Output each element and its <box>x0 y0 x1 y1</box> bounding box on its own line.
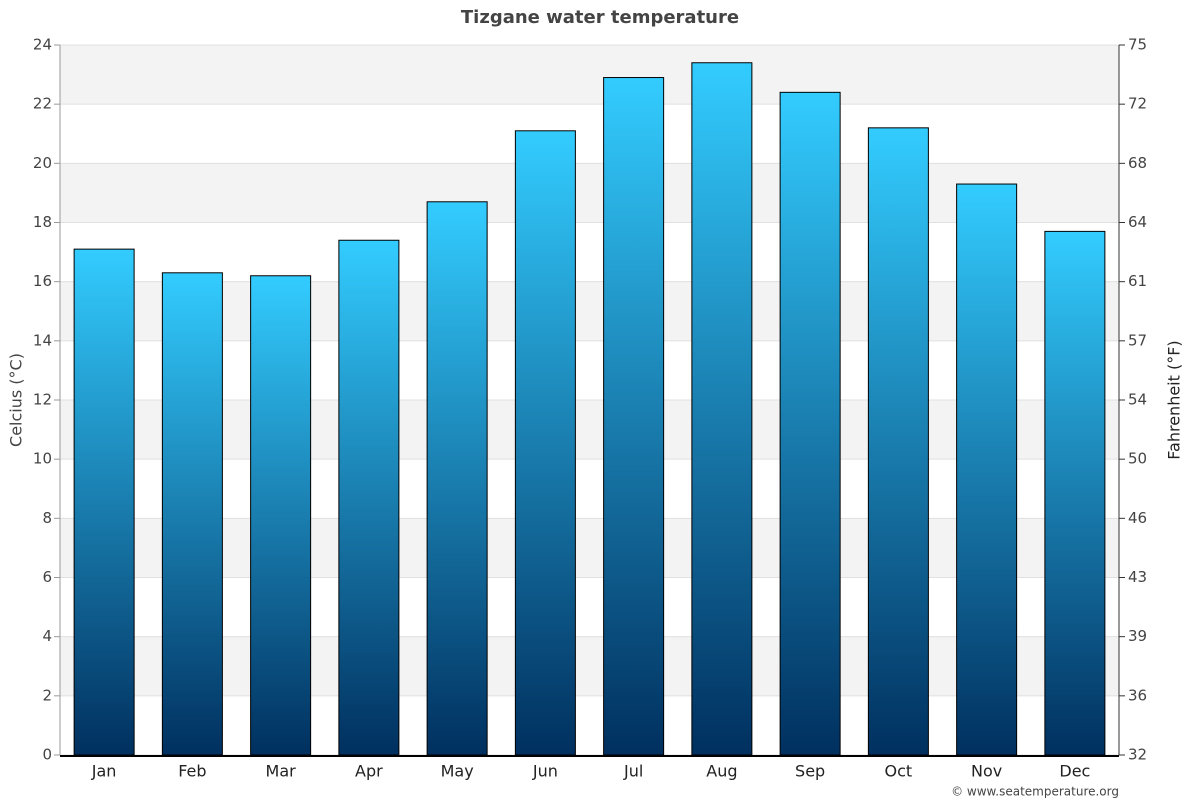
grid-band <box>60 281 1119 341</box>
y2-tick-label: 64 <box>1128 213 1147 231</box>
y-tick-label: 2 <box>42 686 52 704</box>
bar <box>426 201 488 756</box>
x-tick-label: Dec <box>1059 762 1090 781</box>
y-tick-label: 18 <box>33 213 52 231</box>
y-tick-label: 0 <box>42 746 52 764</box>
bar <box>867 127 929 756</box>
bar <box>338 239 400 756</box>
x-tick-label: Feb <box>178 762 206 781</box>
y2-tick-label: 68 <box>1128 154 1147 172</box>
bar <box>779 91 841 756</box>
y-tick-label: 22 <box>33 95 52 113</box>
bar <box>1044 230 1106 756</box>
x-tick-label: Mar <box>266 762 297 781</box>
y-tick-label: 12 <box>33 391 52 409</box>
grid-band <box>60 636 1119 696</box>
bar <box>691 62 753 756</box>
y2-tick-label: 75 <box>1128 36 1147 54</box>
x-tick-label: May <box>441 762 474 781</box>
y-tick-label: 4 <box>42 627 52 645</box>
x-tick-label: Nov <box>971 762 1002 781</box>
bar <box>514 130 576 756</box>
y2-tick-label: 39 <box>1128 627 1147 645</box>
y2-tick-label: 61 <box>1128 272 1147 290</box>
bar <box>250 275 312 756</box>
y-tick-label: 6 <box>42 568 52 586</box>
x-tick-label: Jun <box>532 762 558 781</box>
y2-tick-label: 54 <box>1128 391 1147 409</box>
chart-title: Tizgane water temperature <box>461 7 739 28</box>
y-tick-label: 20 <box>33 154 52 172</box>
y2-axis-label: Fahrenheit (°F) <box>1165 340 1184 459</box>
credit: © www.seatemperature.org <box>951 785 1119 799</box>
x-tick-label: Apr <box>355 762 383 781</box>
x-tick-label: Aug <box>706 762 737 781</box>
bar <box>161 272 223 756</box>
y-axis-label: Celcius (°C) <box>7 353 26 447</box>
y2-tick-label: 50 <box>1128 450 1147 468</box>
y-tick-label: 10 <box>33 450 52 468</box>
bar <box>956 183 1018 756</box>
y-tick-label: 24 <box>33 36 52 54</box>
bar <box>603 77 665 756</box>
y2-tick-label: 36 <box>1128 686 1147 704</box>
y-tick-label: 8 <box>42 509 52 527</box>
y2-tick-label: 32 <box>1128 746 1147 764</box>
bar <box>73 248 135 756</box>
x-tick-label: Oct <box>885 762 913 781</box>
x-tick-label: Jul <box>623 762 643 781</box>
x-tick-label: Sep <box>795 762 825 781</box>
y2-tick-label: 72 <box>1128 95 1147 113</box>
grid-band <box>60 163 1119 223</box>
y-tick-label: 16 <box>33 272 52 290</box>
grid-band <box>60 45 1119 105</box>
y2-tick-label: 57 <box>1128 331 1147 349</box>
plot-background <box>60 44 1119 756</box>
y2-tick-label: 43 <box>1128 568 1147 586</box>
y-tick-label: 14 <box>33 331 52 349</box>
grid-band <box>60 400 1119 460</box>
x-tick-label: Jan <box>91 762 117 781</box>
y2-tick-label: 46 <box>1128 509 1147 527</box>
grid-band <box>60 518 1119 578</box>
